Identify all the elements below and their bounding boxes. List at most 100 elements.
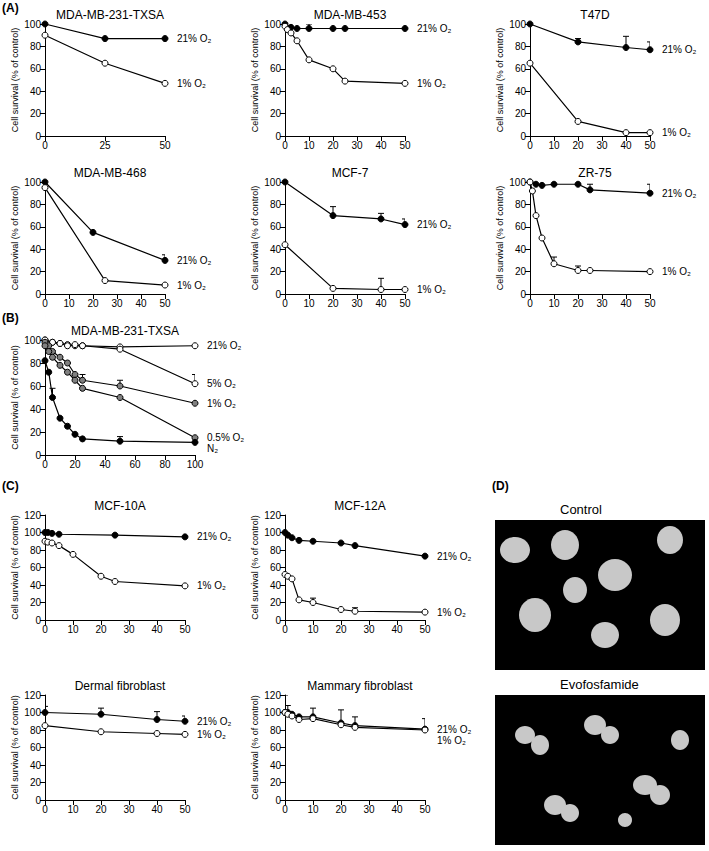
svg-text:0: 0 — [42, 298, 48, 309]
svg-text:40: 40 — [391, 804, 403, 815]
svg-text:1% O₂: 1% O₂ — [662, 266, 691, 277]
svg-text:Control: Control — [560, 502, 602, 517]
svg-text:80: 80 — [30, 41, 42, 52]
svg-text:30: 30 — [363, 624, 375, 635]
svg-text:0: 0 — [275, 615, 281, 626]
svg-text:100: 100 — [509, 177, 526, 188]
svg-text:21% O₂: 21% O₂ — [662, 188, 697, 199]
svg-text:20: 20 — [515, 108, 527, 119]
svg-text:20: 20 — [30, 427, 42, 438]
svg-text:10: 10 — [303, 298, 315, 309]
svg-text:0: 0 — [520, 131, 526, 142]
svg-text:80: 80 — [270, 41, 282, 52]
svg-text:40: 40 — [99, 459, 111, 470]
svg-text:21% O₂: 21% O₂ — [177, 255, 212, 266]
svg-text:100: 100 — [187, 459, 204, 470]
svg-text:60: 60 — [129, 459, 141, 470]
svg-text:0: 0 — [282, 624, 288, 635]
svg-text:MCF-10A: MCF-10A — [94, 499, 145, 513]
svg-text:1% O₂: 1% O₂ — [177, 280, 206, 291]
svg-text:Cell survival (% of control): Cell survival (% of control) — [250, 28, 260, 133]
svg-text:50: 50 — [179, 624, 191, 635]
svg-text:80: 80 — [515, 41, 527, 52]
svg-text:100: 100 — [24, 527, 41, 538]
svg-text:0: 0 — [275, 795, 281, 806]
svg-text:1% O₂: 1% O₂ — [437, 607, 466, 618]
svg-text:20: 20 — [270, 777, 282, 788]
svg-text:21% O₂: 21% O₂ — [662, 44, 697, 55]
svg-text:80: 80 — [270, 199, 282, 210]
svg-text:20: 20 — [335, 804, 347, 815]
svg-text:20: 20 — [30, 597, 42, 608]
svg-text:20: 20 — [87, 298, 99, 309]
svg-text:80: 80 — [30, 545, 42, 556]
svg-text:MDA-MB-453: MDA-MB-453 — [314, 8, 387, 22]
svg-text:Cell survival (% of control): Cell survival (% of control) — [10, 515, 20, 620]
svg-text:Cell survival (% of control): Cell survival (% of control) — [495, 28, 505, 133]
svg-text:21% O₂: 21% O₂ — [437, 551, 472, 562]
svg-text:Mammary fibroblast: Mammary fibroblast — [307, 679, 413, 693]
svg-text:5% O₂: 5% O₂ — [207, 378, 236, 389]
svg-text:0: 0 — [35, 795, 41, 806]
svg-text:80: 80 — [515, 199, 527, 210]
svg-text:50: 50 — [644, 298, 656, 309]
svg-text:1% O₂: 1% O₂ — [662, 127, 691, 138]
svg-text:40: 40 — [270, 244, 282, 255]
svg-text:0: 0 — [520, 289, 526, 300]
svg-text:T47D: T47D — [580, 8, 610, 22]
svg-text:20: 20 — [30, 777, 42, 788]
svg-text:40: 40 — [270, 86, 282, 97]
svg-text:50: 50 — [159, 298, 171, 309]
svg-text:30: 30 — [351, 298, 363, 309]
svg-text:Cell survival (% of control): Cell survival (% of control) — [250, 695, 260, 800]
svg-text:40: 40 — [270, 760, 282, 771]
svg-text:40: 40 — [30, 86, 42, 97]
svg-text:40: 40 — [375, 140, 387, 151]
svg-text:50: 50 — [419, 624, 431, 635]
svg-text:MCF-12A: MCF-12A — [334, 499, 385, 513]
svg-text:MDA-MB-231-TXSA: MDA-MB-231-TXSA — [56, 8, 164, 22]
svg-text:Cell survival (% of control): Cell survival (% of control) — [10, 345, 20, 450]
svg-text:50: 50 — [419, 804, 431, 815]
svg-text:80: 80 — [159, 459, 171, 470]
svg-text:20: 20 — [270, 266, 282, 277]
svg-text:40: 40 — [30, 580, 42, 591]
svg-text:20: 20 — [270, 597, 282, 608]
svg-text:20: 20 — [327, 298, 339, 309]
svg-text:0: 0 — [42, 804, 48, 815]
svg-text:Cell survival (% of control): Cell survival (% of control) — [495, 186, 505, 291]
svg-text:40: 40 — [151, 804, 163, 815]
svg-text:20: 20 — [515, 266, 527, 277]
svg-text:20: 20 — [95, 804, 107, 815]
svg-text:0: 0 — [42, 624, 48, 635]
svg-text:40: 40 — [620, 140, 632, 151]
svg-text:60: 60 — [30, 63, 42, 74]
svg-text:1% O₂: 1% O₂ — [197, 580, 226, 591]
svg-text:50: 50 — [159, 140, 171, 151]
svg-text:20: 20 — [95, 624, 107, 635]
svg-text:0.5% O₂: 0.5% O₂ — [207, 432, 244, 443]
svg-text:21% O₂: 21% O₂ — [437, 724, 472, 735]
svg-text:100: 100 — [24, 19, 41, 30]
svg-text:120: 120 — [264, 690, 281, 701]
svg-text:60: 60 — [515, 221, 527, 232]
svg-text:(A): (A) — [2, 1, 19, 15]
svg-text:0: 0 — [35, 615, 41, 626]
svg-text:MDA-MB-468: MDA-MB-468 — [74, 166, 147, 180]
svg-text:30: 30 — [123, 804, 135, 815]
svg-text:21% O₂: 21% O₂ — [207, 340, 242, 351]
svg-text:40: 40 — [30, 404, 42, 415]
svg-text:1% O₂: 1% O₂ — [197, 729, 226, 740]
svg-text:Cell survival (% of control): Cell survival (% of control) — [10, 186, 20, 291]
svg-text:80: 80 — [270, 725, 282, 736]
svg-text:100: 100 — [264, 527, 281, 538]
svg-text:1% O₂: 1% O₂ — [437, 735, 466, 746]
svg-text:20: 20 — [327, 140, 339, 151]
svg-text:40: 40 — [151, 624, 163, 635]
svg-text:0: 0 — [275, 131, 281, 142]
svg-text:40: 40 — [30, 760, 42, 771]
svg-text:0: 0 — [35, 289, 41, 300]
svg-text:21% O₂: 21% O₂ — [417, 219, 452, 230]
svg-text:40: 40 — [515, 86, 527, 97]
svg-text:100: 100 — [264, 19, 281, 30]
